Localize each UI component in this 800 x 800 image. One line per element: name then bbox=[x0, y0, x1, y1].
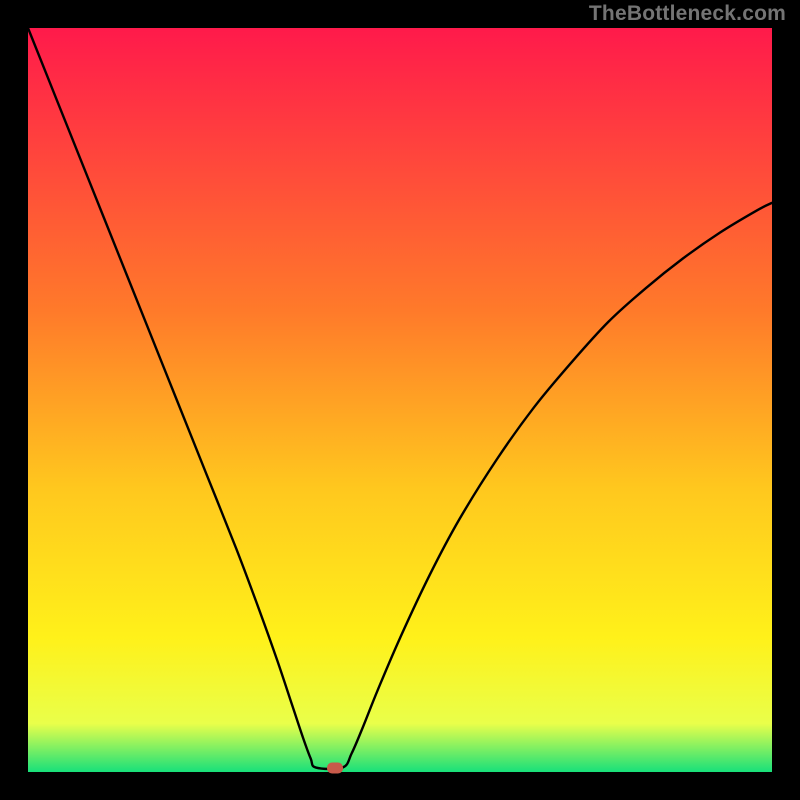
curve-svg bbox=[0, 0, 800, 800]
optimal-point-marker bbox=[327, 762, 343, 773]
bottleneck-curve bbox=[28, 28, 772, 769]
canvas: TheBottleneck.com bbox=[0, 0, 800, 800]
watermark-text: TheBottleneck.com bbox=[589, 2, 786, 26]
